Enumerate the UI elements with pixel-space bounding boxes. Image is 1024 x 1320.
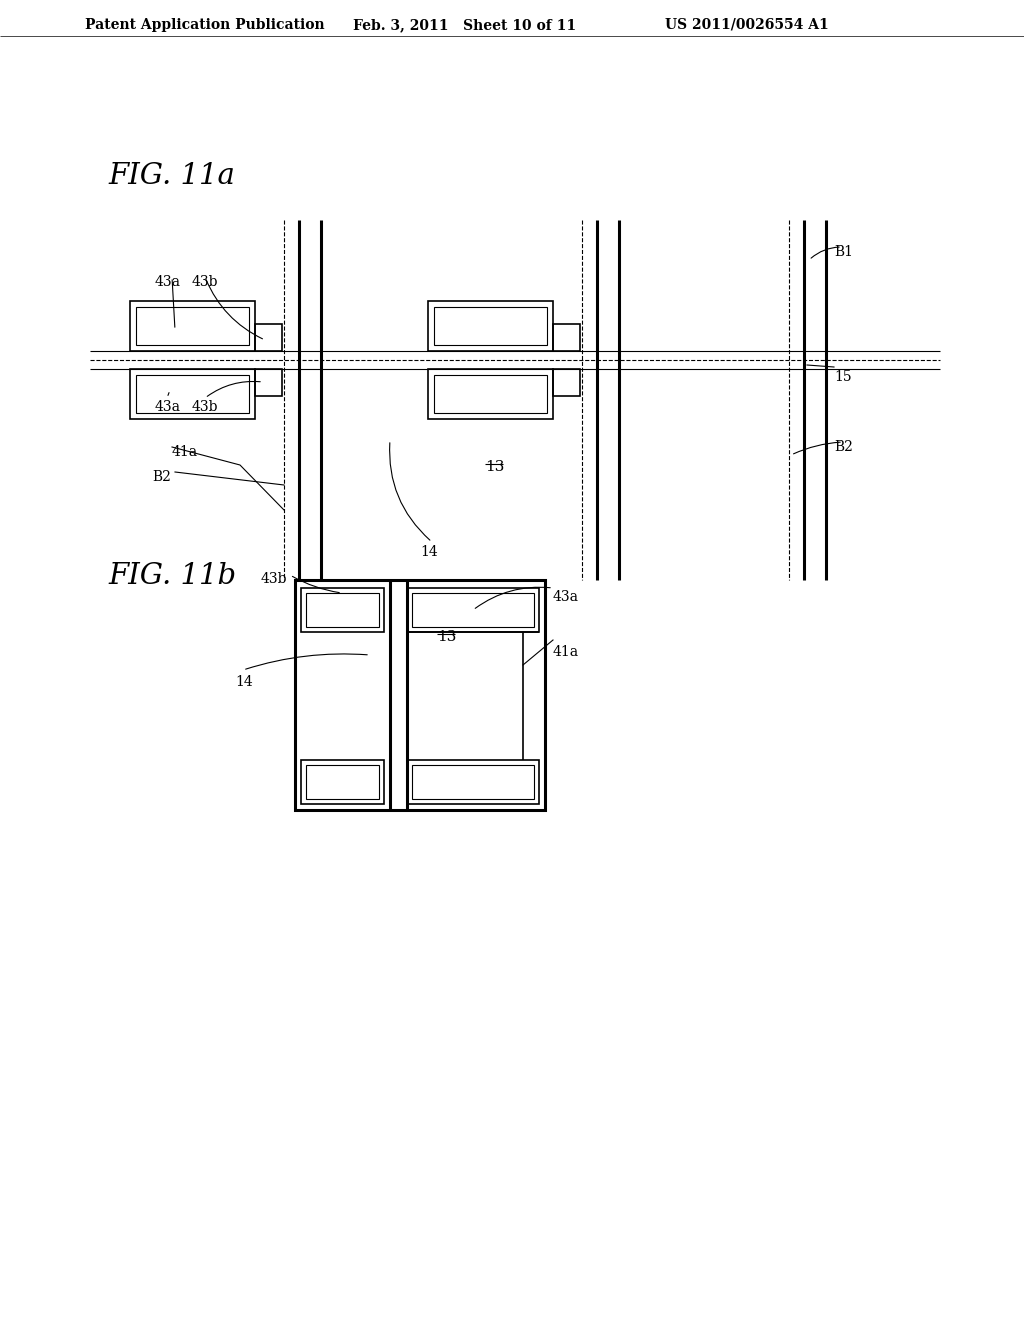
Text: 13: 13 [485,459,505,474]
Bar [412,766,534,799]
Bar [428,301,553,351]
Bar [434,375,547,413]
Text: 43b: 43b [260,572,287,586]
Text: Feb. 3, 2011   Sheet 10 of 11: Feb. 3, 2011 Sheet 10 of 11 [353,18,577,32]
Bar [553,370,580,396]
Bar [428,370,553,418]
Text: 13: 13 [437,630,457,644]
Bar [295,579,545,810]
Bar [301,587,384,632]
Bar [306,593,379,627]
Bar [407,587,539,632]
Text: 43a: 43a [155,400,181,414]
Bar [255,323,282,351]
Text: FIG. 11b: FIG. 11b [108,562,237,590]
Bar [255,370,282,396]
Text: 43b: 43b [193,400,218,414]
Bar [136,375,249,413]
Text: 14: 14 [420,545,437,558]
Text: B2: B2 [152,470,171,484]
Bar [306,766,379,799]
Text: B2: B2 [834,440,853,454]
Bar [301,760,384,804]
Text: 14: 14 [234,675,253,689]
Text: 43a: 43a [553,590,579,605]
Text: FIG. 11a: FIG. 11a [108,162,234,190]
Bar [136,308,249,345]
Text: 41a: 41a [553,645,580,659]
Bar [412,593,534,627]
Bar [407,760,539,804]
Bar [130,301,255,351]
Text: US 2011/0026554 A1: US 2011/0026554 A1 [665,18,828,32]
Text: 43a: 43a [155,275,181,289]
Bar [130,370,255,418]
Text: Patent Application Publication: Patent Application Publication [85,18,325,32]
Text: 15: 15 [834,370,852,384]
Bar [553,323,580,351]
Bar [434,308,547,345]
Text: 43b: 43b [193,275,218,289]
Text: B1: B1 [834,246,853,259]
Text: 41a: 41a [172,445,198,459]
